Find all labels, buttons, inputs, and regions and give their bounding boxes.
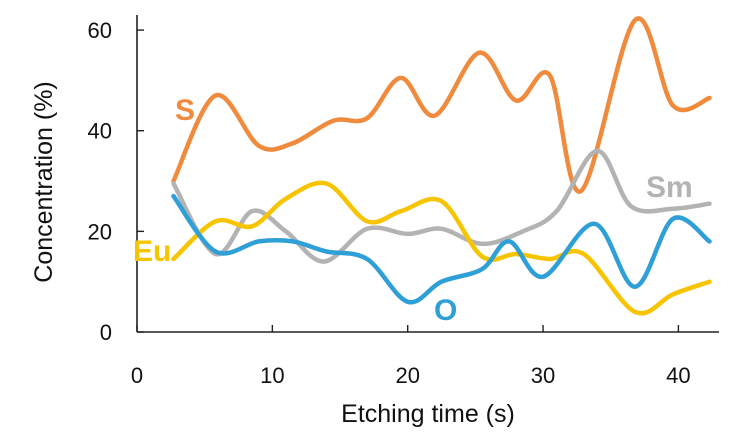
series-lines — [174, 18, 710, 313]
x-tick-label: 40 — [666, 363, 690, 388]
x-tick-label: 0 — [131, 363, 143, 388]
x-tick-label: 20 — [395, 363, 419, 388]
x-tick-label: 10 — [260, 363, 284, 388]
y-axis-title: Concentration (%) — [30, 81, 58, 282]
series-label-o: O — [434, 294, 457, 327]
series-label-eu: Eu — [133, 235, 171, 268]
y-tick-label: 20 — [88, 219, 112, 244]
y-tick-label: 40 — [88, 119, 112, 144]
x-tick-label: 30 — [531, 363, 555, 388]
y-tick-label: 60 — [88, 18, 112, 43]
series-label-sm: Sm — [646, 171, 693, 204]
y-tick-label: 0 — [100, 320, 112, 345]
x-axis-title: Etching time (s) — [341, 400, 515, 428]
series-labels: S Sm Eu O — [133, 94, 693, 327]
series-label-s: S — [175, 94, 195, 127]
series-line-s — [174, 18, 710, 191]
